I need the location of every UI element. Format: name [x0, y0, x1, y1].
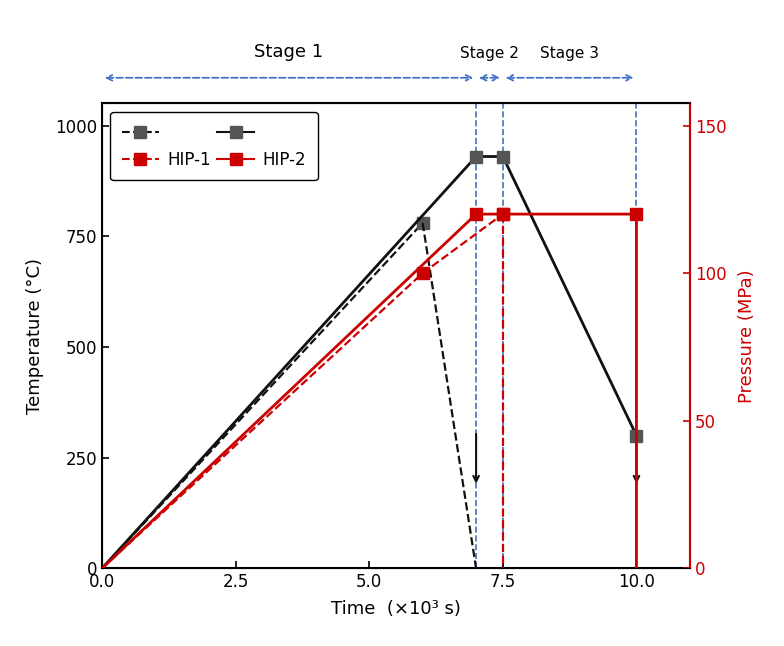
Y-axis label: Pressure (MPa): Pressure (MPa): [738, 269, 756, 402]
Text: Stage 1: Stage 1: [255, 43, 324, 61]
Y-axis label: Temperature (°C): Temperature (°C): [26, 258, 44, 414]
Text: Stage 3: Stage 3: [540, 47, 599, 61]
Text: Stage 2: Stage 2: [460, 47, 519, 61]
X-axis label: Time  (×10³ s): Time (×10³ s): [331, 599, 461, 618]
Legend: , HIP-1, , HIP-2: , HIP-1, , HIP-2: [111, 112, 318, 180]
